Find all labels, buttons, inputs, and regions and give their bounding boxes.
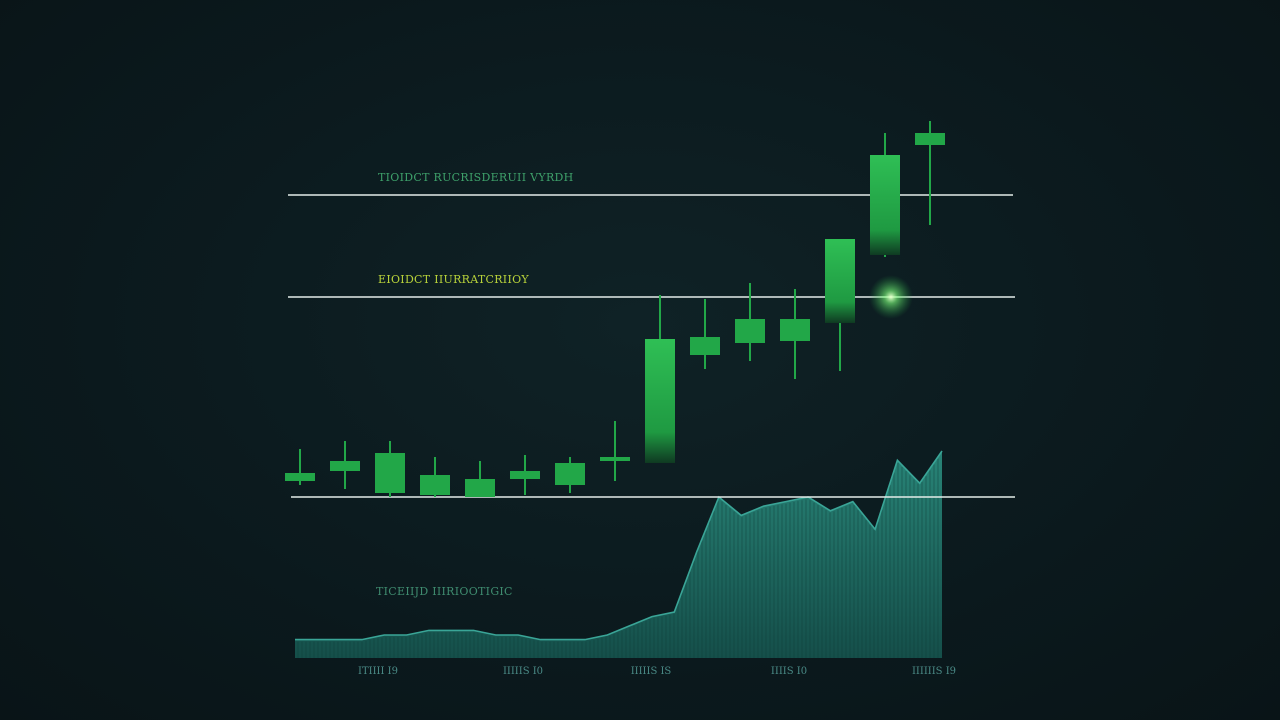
volume-label: TICEIIJD IIIRIOOTIGIC: [376, 585, 513, 598]
candle: [780, 289, 810, 379]
volume-area: [295, 450, 943, 658]
candle-body: [600, 457, 630, 461]
candles: [285, 121, 945, 497]
candle-body: [330, 461, 360, 471]
candle: [870, 133, 900, 257]
candle: [330, 441, 360, 489]
x-tick-label: IIIIIS IS: [630, 666, 672, 677]
volume-line: [295, 450, 943, 641]
candle-body: [465, 479, 495, 497]
x-tick-label: ITIIII I9: [358, 666, 398, 677]
candle-body: [870, 155, 900, 255]
candle-body: [510, 471, 540, 479]
candle-body: [780, 319, 810, 341]
candle: [915, 121, 945, 225]
candle-body: [420, 475, 450, 495]
candle-body: [285, 473, 315, 481]
candle-body: [555, 463, 585, 485]
candle-body: [915, 133, 945, 145]
candle: [420, 457, 450, 497]
candle: [510, 455, 540, 495]
level-label: EIOIDCT IIURRATCRIIOY: [378, 273, 529, 286]
candle: [735, 283, 765, 361]
candle-body: [645, 339, 675, 463]
candle: [375, 441, 405, 497]
candle: [555, 457, 585, 493]
candle: [645, 295, 675, 463]
candle: [465, 461, 495, 497]
candle: [825, 239, 855, 371]
candle: [285, 449, 315, 485]
candle: [600, 421, 630, 481]
x-tick-label: IIIIS I0: [770, 666, 808, 677]
candle-body: [375, 453, 405, 493]
level-label: TIOIDCT RUCRISDERUII VYRDH: [378, 171, 574, 184]
candle-body: [735, 319, 765, 343]
candle-body: [690, 337, 720, 355]
candle: [690, 299, 720, 369]
x-tick-label: IIIIIIS I9: [911, 666, 957, 677]
breakout-glow: [869, 275, 913, 319]
x-tick-label: IIIIIS I0: [502, 666, 544, 677]
glow-effects: [869, 275, 913, 319]
candle-body: [825, 239, 855, 323]
